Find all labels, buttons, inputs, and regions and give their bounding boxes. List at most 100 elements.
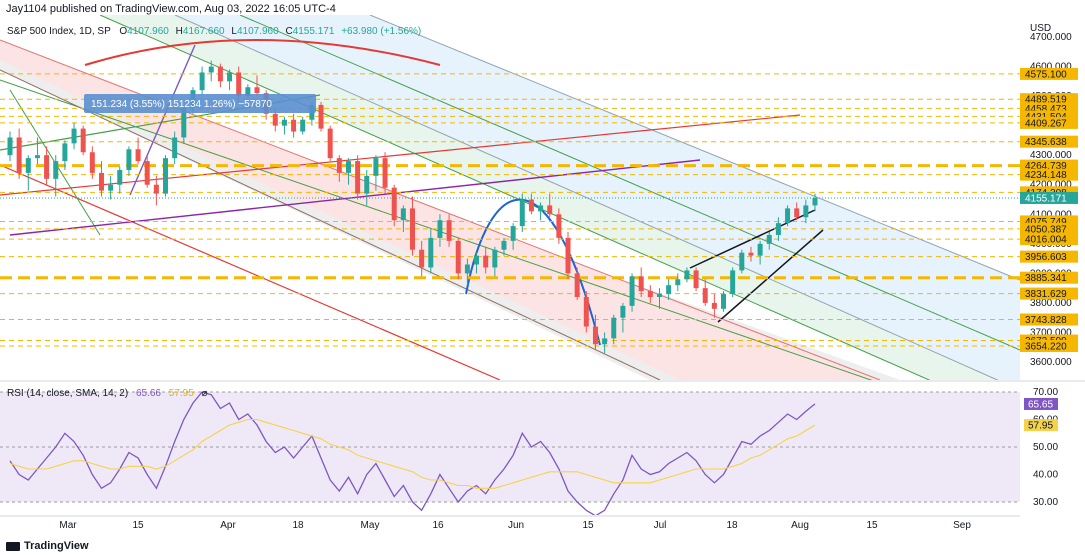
rsi-line[interactable] bbox=[9, 391, 816, 516]
candle-body[interactable] bbox=[775, 223, 781, 235]
candle-body[interactable] bbox=[208, 66, 214, 73]
candle-body[interactable] bbox=[281, 119, 287, 126]
candle-body[interactable] bbox=[611, 317, 617, 339]
rsi-legend[interactable]: RSI (14, close, SMA, 14, 2) 65.66 57.95 … bbox=[7, 388, 208, 399]
candle-body[interactable] bbox=[656, 294, 662, 297]
candle-body[interactable] bbox=[547, 205, 553, 215]
candle-body[interactable] bbox=[245, 87, 251, 97]
price-level-badge bbox=[1020, 287, 1078, 300]
candle-body[interactable] bbox=[748, 252, 754, 256]
candle-body[interactable] bbox=[227, 72, 233, 82]
candle-body[interactable] bbox=[373, 158, 379, 176]
candle-body[interactable] bbox=[675, 279, 681, 286]
candle-body[interactable] bbox=[419, 249, 425, 268]
candle-body[interactable] bbox=[172, 137, 178, 159]
candle-body[interactable] bbox=[80, 128, 86, 153]
candle-body[interactable] bbox=[382, 158, 388, 188]
candle-body[interactable] bbox=[254, 87, 260, 94]
symbol-legend[interactable]: S&P 500 Index, 1D, SP O4107.960 H4167.66… bbox=[7, 26, 421, 37]
candle-body[interactable] bbox=[464, 264, 470, 274]
candle-body[interactable] bbox=[757, 243, 763, 256]
candle-body[interactable] bbox=[693, 270, 699, 289]
candle-body[interactable] bbox=[181, 107, 187, 138]
candle-body[interactable] bbox=[318, 104, 324, 129]
candle-body[interactable] bbox=[217, 66, 223, 82]
candle-body[interactable] bbox=[345, 161, 351, 173]
candle-body[interactable] bbox=[730, 270, 736, 295]
candle-body[interactable] bbox=[602, 338, 608, 345]
candle-body[interactable] bbox=[455, 240, 461, 274]
candle-body[interactable] bbox=[364, 175, 370, 194]
candle-body[interactable] bbox=[199, 72, 205, 91]
candle-body[interactable] bbox=[336, 158, 342, 173]
candle-body[interactable] bbox=[300, 119, 306, 132]
candle-body[interactable] bbox=[666, 285, 672, 295]
candle-body[interactable] bbox=[108, 184, 114, 191]
candle-body[interactable] bbox=[528, 199, 534, 212]
candle-body[interactable] bbox=[483, 255, 489, 268]
candle-body[interactable] bbox=[291, 119, 297, 132]
candle-body[interactable] bbox=[355, 161, 361, 194]
candle-body[interactable] bbox=[25, 158, 31, 173]
candle-body[interactable] bbox=[7, 137, 13, 156]
candle-body[interactable] bbox=[144, 161, 150, 185]
candle-body[interactable] bbox=[794, 208, 800, 218]
candle-body[interactable] bbox=[135, 149, 141, 162]
candle-body[interactable] bbox=[327, 128, 333, 159]
candle-body[interactable] bbox=[583, 297, 589, 327]
candle-body[interactable] bbox=[16, 137, 22, 173]
candle-body[interactable] bbox=[89, 152, 95, 173]
time-tick-label: 16 bbox=[432, 520, 444, 531]
candle-body[interactable] bbox=[510, 226, 516, 241]
candle-body[interactable] bbox=[721, 294, 727, 309]
measure-tooltip-box bbox=[84, 94, 316, 113]
candle-body[interactable] bbox=[236, 72, 242, 97]
candle-body[interactable] bbox=[272, 113, 278, 126]
candle-body[interactable] bbox=[629, 276, 635, 306]
candle-body[interactable] bbox=[153, 184, 159, 194]
rsi-value-badge bbox=[1024, 419, 1058, 432]
candle-body[interactable] bbox=[592, 326, 598, 345]
tradingview-logo[interactable]: TradingView bbox=[6, 540, 89, 552]
candle-body[interactable] bbox=[574, 273, 580, 297]
candle-body[interactable] bbox=[428, 237, 434, 268]
candle-body[interactable] bbox=[126, 149, 132, 170]
candle-body[interactable] bbox=[44, 155, 50, 179]
candle-body[interactable] bbox=[71, 128, 77, 144]
candle-body[interactable] bbox=[620, 305, 626, 318]
candle-body[interactable] bbox=[702, 288, 708, 303]
candle-body[interactable] bbox=[391, 187, 397, 221]
candle-body[interactable] bbox=[98, 172, 104, 191]
candle-body[interactable] bbox=[34, 155, 40, 159]
candle-body[interactable] bbox=[492, 249, 498, 268]
channel-line bbox=[239, 15, 1020, 351]
candle-body[interactable] bbox=[446, 220, 452, 241]
candle-body[interactable] bbox=[400, 208, 406, 221]
candle-body[interactable] bbox=[501, 240, 507, 250]
candle-body[interactable] bbox=[711, 302, 717, 309]
candle-body[interactable] bbox=[684, 270, 690, 280]
candle-body[interactable] bbox=[519, 199, 525, 227]
candle-body[interactable] bbox=[638, 276, 644, 292]
candle-body[interactable] bbox=[766, 234, 772, 244]
rsi-value-badge-label: 65.65 bbox=[1028, 399, 1053, 410]
candle-body[interactable] bbox=[437, 220, 443, 238]
time-tick-label: 15 bbox=[866, 520, 878, 531]
candle-body[interactable] bbox=[785, 208, 791, 224]
candle-body[interactable] bbox=[410, 208, 415, 250]
candle-body[interactable] bbox=[803, 205, 809, 218]
candle-body[interactable] bbox=[117, 169, 123, 185]
candle-body[interactable] bbox=[812, 198, 818, 206]
candle-body[interactable] bbox=[538, 205, 544, 212]
rsi-sma-line[interactable] bbox=[9, 418, 816, 489]
candle-body[interactable] bbox=[647, 291, 653, 297]
candle-body[interactable] bbox=[565, 237, 571, 274]
candle-body[interactable] bbox=[62, 143, 68, 162]
candle-body[interactable] bbox=[163, 158, 169, 194]
candle-body[interactable] bbox=[474, 255, 480, 265]
candle-body[interactable] bbox=[556, 214, 562, 238]
price-level-badge bbox=[1020, 168, 1078, 181]
candle-body[interactable] bbox=[739, 252, 745, 271]
candle-body[interactable] bbox=[53, 161, 59, 179]
